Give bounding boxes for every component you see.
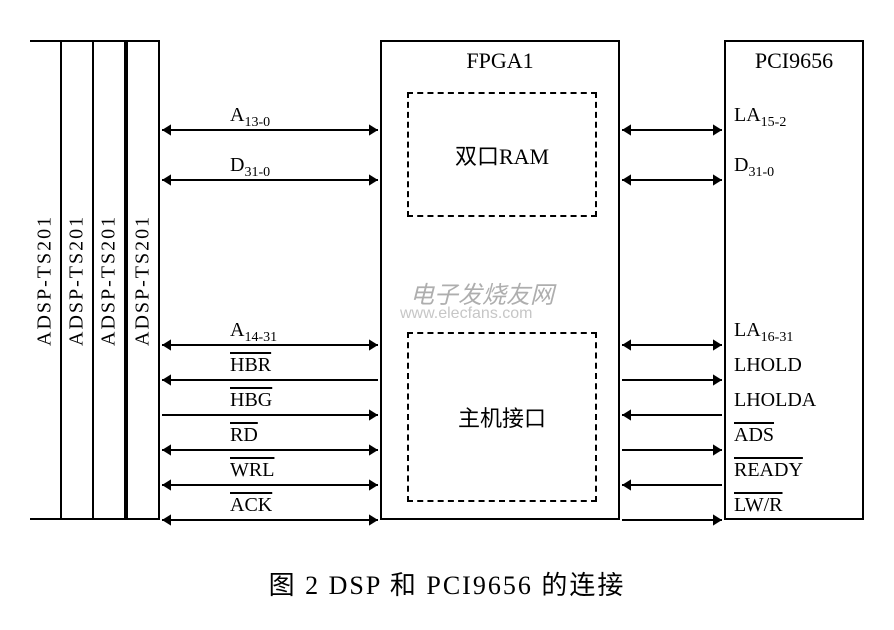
signal-d: D31-0 <box>734 154 774 181</box>
signal-hbr: HBR <box>230 354 271 377</box>
signal-la: LA16-31 <box>734 319 793 346</box>
signal-la: LA15-2 <box>734 104 786 131</box>
signal-a: A14-31 <box>230 319 277 346</box>
signal-wrl: WRL <box>230 459 274 482</box>
signal-ads: ADS <box>734 424 774 447</box>
block-diagram: ADSP-TS201 ADSP-TS201 ADSP-TS201 ADSP-TS… <box>30 30 864 540</box>
signal-ready: READY <box>734 459 803 482</box>
signal-d: D31-0 <box>230 154 270 181</box>
signal-rd: RD <box>230 424 258 447</box>
signal-hbg: HBG <box>230 389 272 412</box>
signal-a: A13-0 <box>230 104 270 131</box>
figure-caption: 图 2 DSP 和 PCI9656 的连接 <box>0 565 894 602</box>
signal-lw/r: LW/R <box>734 494 783 517</box>
signal-ack: ACK <box>230 494 272 517</box>
signal-lhold: LHOLD <box>734 354 802 377</box>
signal-lholda: LHOLDA <box>734 389 816 412</box>
